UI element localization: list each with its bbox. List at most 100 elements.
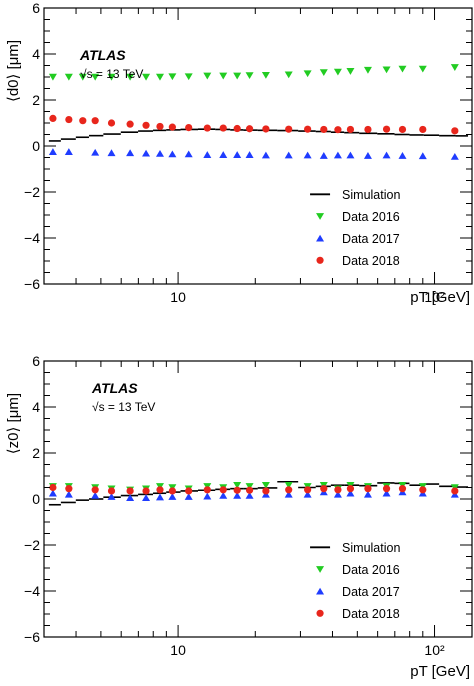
data-point [450, 64, 459, 71]
x-tick-label: 10 [170, 642, 186, 658]
data-point [363, 490, 372, 498]
legend-swatch [316, 256, 324, 264]
atlas-label: ATLAS [79, 47, 126, 63]
legend-item: Data 2016 [316, 210, 400, 224]
data-point [451, 127, 459, 135]
series-data-2018 [49, 114, 459, 135]
data-point [203, 492, 212, 500]
legend-label: Data 2016 [342, 563, 400, 577]
data-point [364, 485, 372, 493]
x-axis-label: pT [GeV] [410, 663, 470, 680]
data-point [219, 72, 228, 80]
data-point [333, 151, 342, 159]
data-point [168, 493, 177, 500]
data-point [233, 72, 242, 80]
data-point [142, 149, 151, 157]
axes: −6 −4 −2 0 2 4 6 10 10² [24, 353, 472, 658]
data-point [155, 73, 164, 81]
data-point [245, 483, 254, 490]
data-point [303, 151, 312, 159]
data-point [48, 73, 57, 81]
data-point [219, 124, 227, 132]
x-tick-label: 10 [170, 289, 186, 305]
y-tick-label: −6 [24, 276, 40, 292]
legend-label: Data 2016 [342, 210, 400, 224]
data-point [262, 487, 270, 495]
data-point [346, 485, 355, 493]
data-point [233, 482, 242, 489]
data-point [419, 125, 427, 134]
data-point [346, 68, 355, 75]
data-point [284, 151, 293, 159]
data-point [398, 485, 407, 493]
data-point [219, 151, 228, 158]
data-point [185, 124, 193, 132]
data-point [418, 65, 427, 73]
data-point [155, 493, 164, 501]
data-point [203, 486, 211, 494]
series-data-2017 [48, 488, 459, 502]
data-point [364, 125, 372, 134]
data-point [245, 491, 254, 499]
axes: −6 −4 −2 0 2 4 6 10 10² [24, 0, 472, 305]
y-tick-label: −2 [24, 537, 40, 553]
legend-swatch [316, 587, 325, 595]
y-tick-label: 2 [32, 445, 40, 461]
data-point [65, 115, 73, 124]
data-point [363, 152, 372, 159]
energy-label: √s = 13 TeV [80, 67, 143, 81]
data-point [418, 152, 427, 160]
data-point [319, 152, 328, 159]
data-point [107, 73, 116, 81]
data-point [398, 65, 407, 73]
data-point [184, 73, 193, 81]
y-tick-label: 0 [32, 491, 40, 507]
data-point [284, 482, 293, 489]
data-point [320, 125, 328, 134]
legend-label: Data 2018 [342, 254, 400, 268]
data-point [203, 151, 212, 158]
panel-top: −6 −4 −2 0 2 4 6 10 10² ATLAS √s = 13 TeV ⟨d0⟩ [… [5, 0, 473, 306]
y-tick-label: 2 [32, 92, 40, 108]
data-point [334, 126, 342, 134]
data-point [142, 494, 151, 502]
series-data-2018 [49, 483, 459, 495]
y-axis-label: ⟨d0⟩ [μm] [5, 40, 22, 102]
legend-item: Simulation [310, 188, 400, 202]
legend-label: Data 2017 [342, 585, 400, 599]
data-point [107, 149, 116, 157]
data-point [48, 489, 57, 497]
data-point [261, 151, 270, 159]
y-tick-label: 6 [32, 353, 40, 369]
data-marks [48, 480, 469, 506]
data-point [262, 125, 270, 133]
data-point [49, 114, 57, 122]
data-point [219, 486, 227, 494]
y-tick-label: 0 [32, 138, 40, 154]
data-point [245, 72, 254, 79]
data-point [233, 151, 242, 158]
data-point [65, 485, 73, 493]
data-point [79, 117, 87, 125]
data-point [156, 122, 164, 131]
data-point [346, 151, 355, 159]
data-point [363, 66, 372, 74]
panel-bottom: −6 −4 −2 0 2 4 6 10 10² ATLAS √s = 13 TeV ⟨z0⟩ [… [5, 353, 473, 680]
legend-label: Simulation [342, 188, 400, 202]
data-point [303, 490, 312, 498]
data-point [303, 70, 312, 78]
legend-label: Data 2017 [342, 232, 400, 246]
data-point [233, 491, 242, 499]
data-point [168, 150, 177, 158]
data-point [203, 72, 212, 80]
data-marks [48, 64, 469, 160]
data-point [334, 486, 342, 494]
data-point [333, 490, 342, 498]
data-point [91, 117, 99, 125]
data-point [304, 486, 312, 494]
data-point [184, 493, 193, 500]
legend-label: Simulation [342, 541, 400, 555]
legend-item: Data 2017 [316, 585, 400, 599]
legend-label: Data 2018 [342, 607, 400, 621]
data-point [346, 125, 355, 134]
